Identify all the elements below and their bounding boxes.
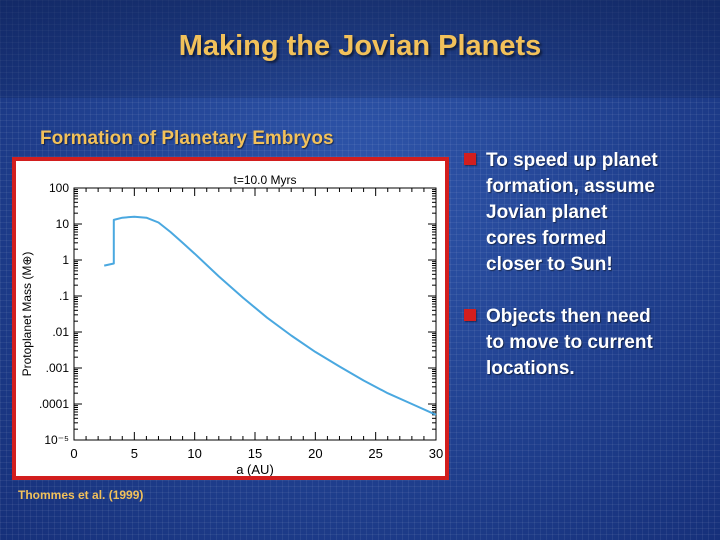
x-tick-label: 0 (70, 446, 77, 461)
x-tick-label: 20 (308, 446, 322, 461)
slide-title: Making the Jovian Planets (178, 30, 542, 62)
x-tick-label: 15 (248, 446, 262, 461)
x-tick-label: 10 (187, 446, 201, 461)
chart-title: t=10.0 Myrs (233, 173, 296, 187)
chart-frame: 0 5 10 15 20 25 30 100 10 1 .1 .01 .001 .0001 10⁻⁵ a (A… (12, 157, 449, 480)
bullet-text: Objects then need to move to current loc… (486, 306, 653, 379)
y-tick-label: .1 (59, 289, 69, 303)
y-tick-label: 10 (56, 217, 70, 231)
title-band (0, 0, 720, 98)
y-tick-label: .0001 (39, 397, 69, 411)
plot-area (73, 187, 437, 441)
mass-vs-distance-chart: 0 5 10 15 20 25 30 100 10 1 .1 .01 .001 .0001 10⁻⁵ a (A… (20, 173, 443, 476)
chart-heading: Formation of Planetary Embryos (40, 128, 334, 149)
y-tick-label: 1 (62, 253, 69, 267)
x-tick-label: 5 (131, 446, 138, 461)
bullet-item: Objects then need to move to current loc… (462, 304, 714, 382)
bullet-list: To speed up planet formation, assume Jov… (462, 148, 714, 408)
y-tick-label: 10⁻⁵ (44, 433, 69, 447)
series-line (103, 215, 437, 416)
y-tick-label: 100 (49, 181, 69, 195)
square-bullet-icon (464, 309, 476, 321)
bullet-text: To speed up planet formation, assume Jov… (486, 150, 658, 275)
x-tick-label: 25 (368, 446, 382, 461)
bullet-item: To speed up planet formation, assume Jov… (462, 148, 714, 278)
square-bullet-icon (464, 153, 476, 165)
x-axis-label: a (AU) (236, 462, 274, 476)
y-tick-label: .001 (46, 361, 70, 375)
citation-caption: Thommes et al. (1999) (18, 488, 144, 502)
y-axis-label: Protoplanet Mass (M⊕) (20, 252, 34, 377)
x-tick-label: 30 (429, 446, 443, 461)
y-tick-label: .01 (52, 325, 69, 339)
